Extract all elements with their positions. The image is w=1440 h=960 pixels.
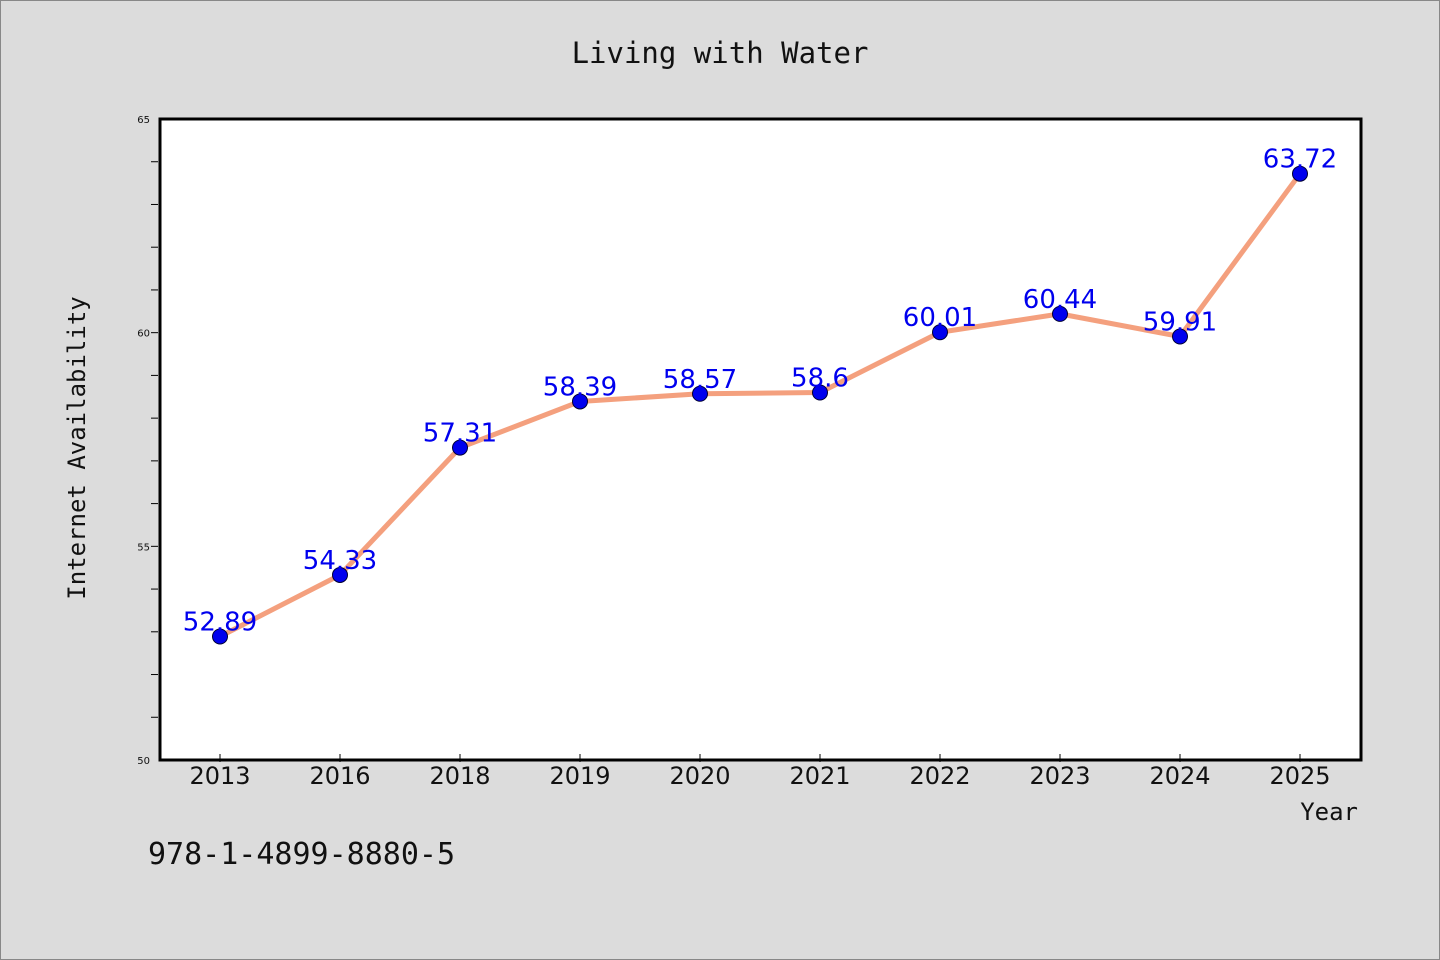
x-tick-label: 2021 (789, 762, 850, 790)
y-axis-label: Internet Availability (63, 296, 91, 599)
data-label: 57.31 (423, 419, 497, 449)
x-tick-label: 2018 (429, 762, 490, 790)
data-label: 54.33 (303, 546, 377, 576)
data-point (332, 566, 348, 583)
isbn-label: 978-1-4899-8880-5 (148, 837, 455, 872)
x-axis: 2013 2016 2018 2019 2020 2021 2022 2023 2024 2025 (189, 754, 1331, 790)
x-tick-label: 2022 (909, 762, 970, 790)
data-point (1052, 305, 1068, 322)
y-tick-label: 50 (137, 756, 150, 767)
data-point (812, 384, 828, 401)
data-label: 59.91 (1143, 308, 1217, 338)
data-point (452, 439, 468, 456)
x-tick-label: 2024 (1149, 762, 1210, 790)
data-label: 58.6 (791, 363, 849, 393)
x-tick-label: 2023 (1029, 762, 1090, 790)
data-point (572, 393, 588, 410)
x-tick-label: 2016 (309, 762, 370, 790)
x-tick-label: 2020 (669, 762, 730, 790)
plot-area (158, 117, 1363, 762)
data-point (1292, 165, 1308, 182)
chart-title: Living with Water (572, 36, 869, 70)
data-label: 58.57 (663, 365, 737, 395)
data-label: 58.39 (543, 372, 617, 402)
y-tick-label: 65 (137, 115, 150, 126)
data-labels: 52.89 54.33 57.31 58.39 58.57 58.6 60.01 60.44 5… (183, 145, 1337, 638)
data-point (692, 385, 708, 402)
y-tick-label: 60 (137, 329, 150, 340)
data-label: 60.44 (1023, 285, 1097, 315)
y-tick-label: 55 (137, 542, 150, 553)
data-point (1172, 328, 1188, 345)
x-axis-label: Year (1300, 798, 1358, 826)
data-point (212, 628, 228, 645)
data-label: 60.01 (903, 303, 977, 333)
x-tick-label: 2025 (1269, 762, 1330, 790)
series-markers (212, 165, 1308, 645)
x-tick-label: 2013 (189, 762, 250, 790)
x-tick-label: 2019 (549, 762, 610, 790)
data-point (932, 324, 948, 341)
series-line (217, 171, 1303, 640)
data-label: 63.72 (1263, 145, 1337, 175)
data-label: 52.89 (183, 608, 257, 638)
y-axis: 50 55 60 65 (137, 115, 158, 767)
